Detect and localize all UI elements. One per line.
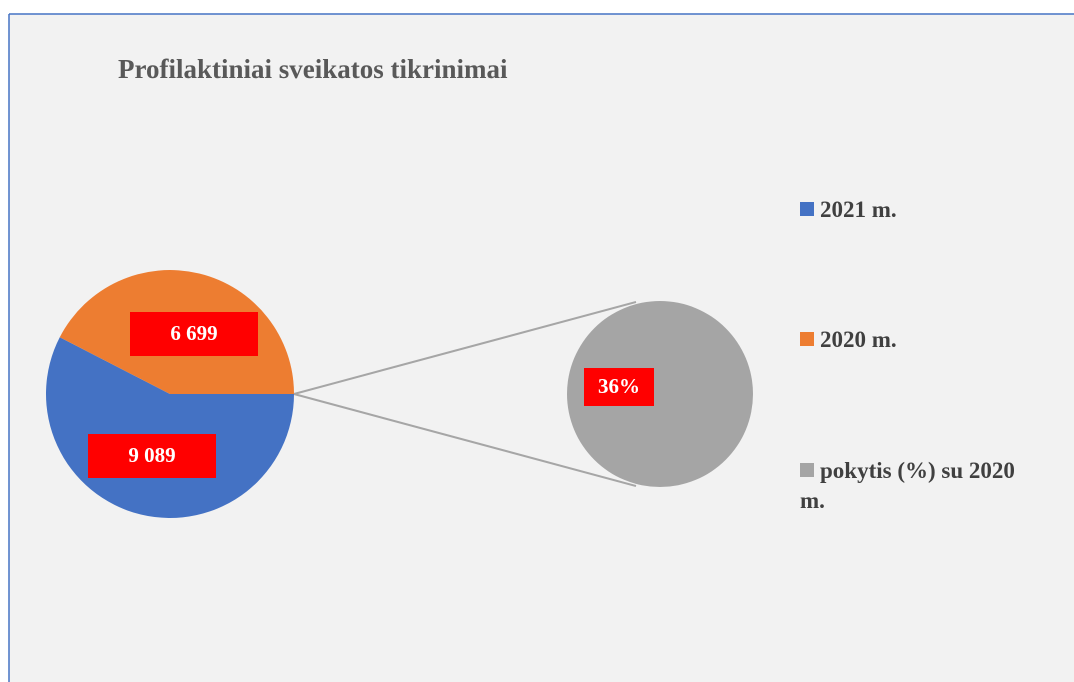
data-label: 6 699 [170,321,217,345]
connector-line [293,393,637,487]
data-label-box [88,434,216,478]
legend-item: 2021 m. [800,195,1030,225]
legend-label: pokytis (%) su 2020 m. [800,458,1015,513]
legend-label: 2021 m. [820,197,897,222]
legend-swatch [800,202,814,216]
data-label-box [584,368,654,406]
legend-item: pokytis (%) su 2020 m. [800,456,1030,516]
data-label: 9 089 [128,443,175,467]
legend-item: 2020 m. [800,325,1030,355]
legend-swatch [800,463,814,477]
secondary-pie-slice [567,301,753,487]
legend-label: 2020 m. [820,327,897,352]
chart-title: Profilaktiniai sveikatos tikrinimai [118,54,508,84]
data-label: 36% [598,374,640,398]
legend-swatch [800,332,814,346]
connector-line [293,301,637,395]
data-label-box [130,312,258,356]
